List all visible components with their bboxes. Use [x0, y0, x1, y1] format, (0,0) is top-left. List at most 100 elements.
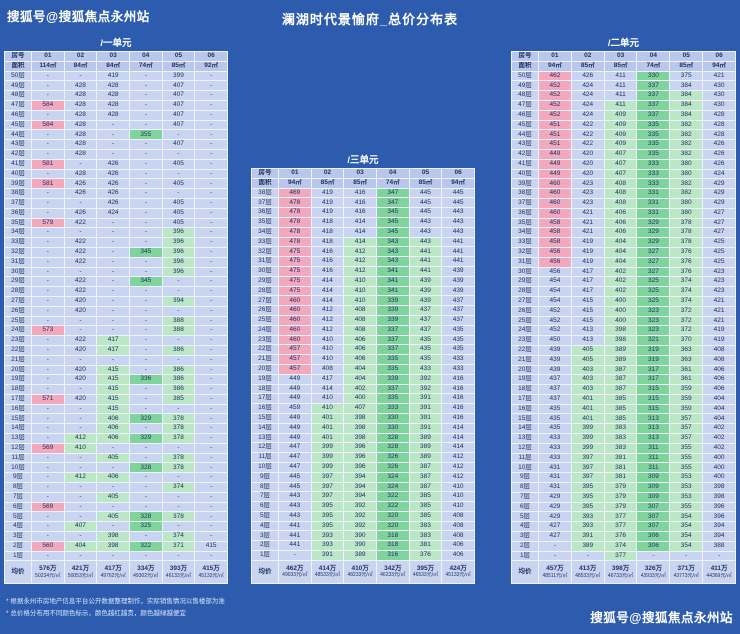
room-number: 01: [31, 51, 65, 62]
price-cell: 410: [310, 354, 345, 365]
floor-label: 23层: [251, 334, 279, 346]
price-cell: 396: [161, 266, 196, 278]
avg-price-cell: 334万 49302元/㎡: [128, 560, 163, 585]
price-cell: 416: [441, 403, 475, 414]
floor-label: 27层: [251, 295, 279, 307]
floor-label: 30层: [511, 266, 539, 278]
floor-row: 28层 475 414 410 341 439 439: [251, 285, 475, 297]
price-cell: 416: [310, 256, 345, 267]
price-cell: 376: [669, 256, 704, 268]
floor-label: 25层: [251, 314, 279, 326]
floor-row: 34层 - - - -396-: [4, 227, 228, 239]
price-cell: -: [161, 403, 196, 415]
price-cell: 322: [375, 501, 410, 512]
floor-label: 41层: [4, 158, 32, 170]
price-cell: 430: [702, 99, 736, 111]
price-cell: 460: [278, 324, 312, 336]
price-cell: -: [96, 501, 130, 513]
price-cell: 478: [278, 236, 312, 248]
price-cell: 307: [636, 511, 671, 523]
floor-row: 31层 -422- -396-: [4, 256, 228, 268]
price-cell: 443: [278, 501, 312, 512]
price-cell: 345: [375, 226, 410, 238]
avg-price-cell: 395万 46533元/㎡: [408, 559, 443, 584]
floor-row: 37层 478 419 416 347 445 445: [251, 197, 475, 209]
price-cell: -: [96, 266, 130, 278]
price-cell: -: [194, 452, 228, 464]
price-cell: 452: [538, 325, 572, 337]
price-cell: 343: [375, 236, 410, 248]
price-cell: 318: [375, 540, 410, 552]
price-cell: 383: [603, 433, 638, 444]
price-cell: 445: [278, 481, 312, 493]
price-cell: 431: [538, 482, 572, 493]
price-cell: -: [194, 237, 228, 248]
price-cell: 337: [636, 109, 671, 121]
price-cell: 424: [702, 168, 736, 180]
price-cell: 417: [96, 335, 130, 346]
price-cell: 404: [702, 393, 736, 405]
floor-row: 3层 427 391 376 306 354 394: [511, 531, 736, 542]
price-cell: -: [31, 423, 65, 435]
price-cell: -: [31, 237, 65, 248]
avg-label: 均价: [4, 560, 32, 585]
room-number: 05: [161, 51, 196, 62]
price-cell: 422: [570, 119, 605, 131]
price-cell: 422: [63, 217, 98, 229]
price-cell: -: [31, 246, 65, 258]
avg-price-cell: 462万 49033元/㎡: [278, 559, 312, 584]
price-cell: -: [63, 511, 98, 523]
room-number: 04: [636, 51, 671, 62]
price-cell: 422: [63, 237, 98, 248]
price-cell: -: [96, 325, 130, 337]
price-cell: -: [31, 452, 65, 464]
area-row: 面积 114㎡ 84㎡ 84㎡ 74㎡ 85㎡ 92㎡: [4, 60, 228, 72]
floor-label: 34层: [251, 226, 279, 238]
price-cell: 399: [161, 70, 196, 82]
area-value: 74㎡: [636, 60, 671, 72]
floor-row: 46层 -428 428-407-: [4, 109, 228, 121]
floor-label: 13层: [251, 432, 279, 444]
floor-label: 22层: [4, 344, 32, 356]
price-cell: -: [194, 217, 228, 229]
price-cell: -: [161, 168, 196, 180]
price-cell: -: [96, 550, 130, 562]
price-cell: -: [31, 374, 65, 386]
price-cell: 449: [278, 432, 312, 444]
price-cell: 382: [669, 129, 704, 141]
price-cell: 399: [570, 433, 605, 444]
price-cell: 408: [603, 188, 638, 199]
price-cell: 420: [63, 364, 98, 376]
price-cell: 307: [636, 521, 671, 533]
price-cell: -: [194, 384, 228, 395]
floor-label: 44层: [511, 129, 539, 141]
price-cell: 426: [96, 188, 130, 199]
price-cell: 426: [96, 158, 130, 170]
floor-label: 48层: [511, 90, 539, 101]
price-cell: -: [128, 286, 163, 297]
price-cell: 330: [375, 422, 410, 434]
price-cell: -: [31, 188, 65, 199]
floor-row: 13层 449 401 398 328 389 414: [251, 432, 475, 444]
unit-two-title: /二单元: [607, 38, 640, 49]
price-cell: 452: [538, 305, 572, 317]
price-cell: -: [128, 335, 163, 346]
floor-row: 24层 460 412 408 337 437 435: [251, 324, 475, 336]
price-cell: 386: [161, 364, 196, 376]
price-cell: 435: [408, 334, 443, 346]
price-cell: -: [194, 325, 228, 337]
floor-row: 1层 - - - - - -: [4, 550, 228, 562]
price-cell: 385: [603, 403, 638, 415]
price-cell: 441: [278, 530, 312, 542]
price-cell: 406: [603, 227, 638, 239]
price-cell: -: [194, 168, 228, 180]
price-cell: 443: [278, 491, 312, 503]
floor-row: 5层 429 393 377 307 354 396: [511, 511, 736, 523]
price-cell: 378: [669, 237, 704, 248]
price-cell: 406: [343, 344, 377, 356]
price-cell: 315: [636, 384, 671, 395]
price-cell: -: [194, 119, 228, 131]
price-cell: 408: [441, 510, 475, 522]
price-cell: 426: [570, 70, 605, 82]
price-cell: 416: [441, 393, 475, 405]
